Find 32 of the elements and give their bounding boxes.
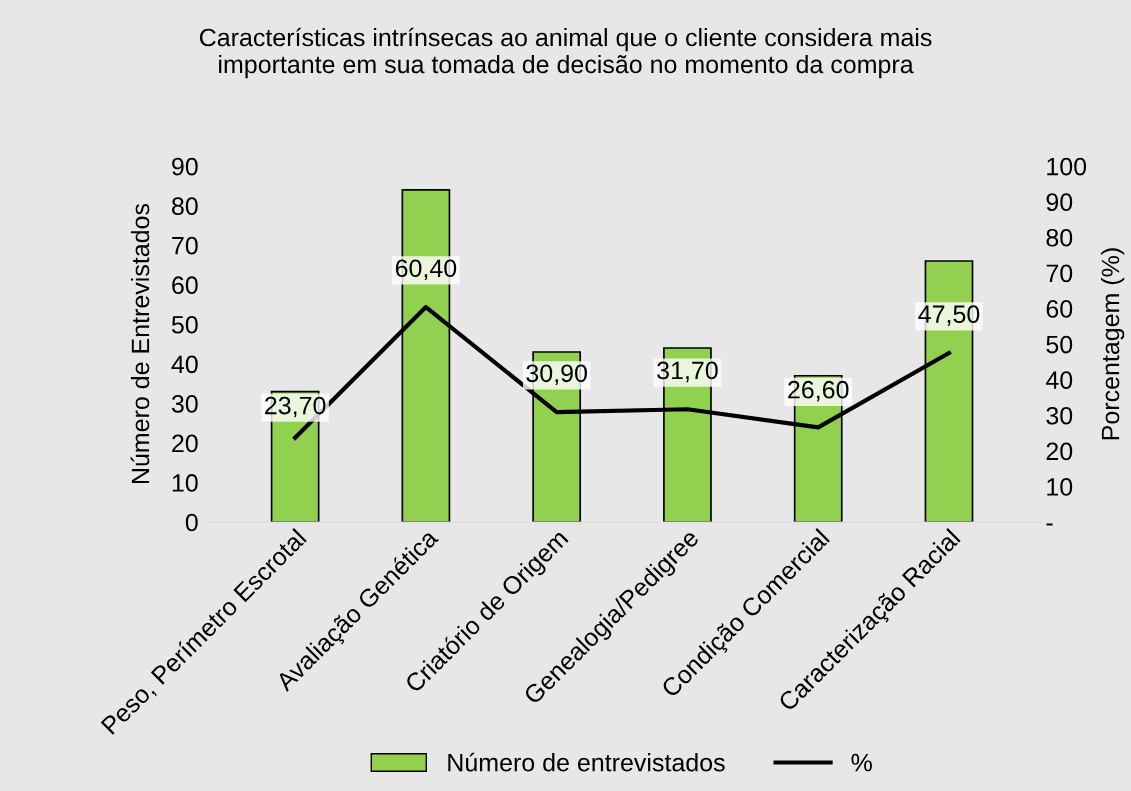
y2-tick-label: 70 [1046, 264, 1073, 283]
y2-tick-label: 60 [1046, 300, 1073, 318]
y-tick-label: 20 [172, 434, 198, 453]
y-axis-title: Número de Entrevistados [130, 203, 150, 484]
y2-tick-label: 40 [1045, 371, 1073, 389]
y-tick-label: 60 [172, 276, 198, 295]
data-label: 30,90 [526, 364, 587, 386]
y-tick-label: 10 [172, 474, 198, 492]
legend-label: % [851, 753, 872, 772]
y-tick-label: 80 [172, 197, 198, 215]
y-tick-label: 70 [172, 236, 198, 255]
y2-tick-label: 10 [1047, 478, 1073, 496]
data-label: 23,70 [265, 396, 326, 418]
y2-tick-label: 80 [1046, 228, 1073, 247]
y2-tick-label: 90 [1046, 193, 1073, 212]
chart-title: Características intrínsecas ao animal que o cliente considera mais importante em sua tomada de decisão no momento da compra [199, 27, 932, 79]
data-label: 60,40 [395, 259, 457, 281]
y2-tick-label: 30 [1046, 406, 1073, 425]
data-label: 26,60 [788, 380, 849, 402]
y2-tick-label: 20 [1046, 442, 1073, 461]
legend-label: Número de entrevistados [448, 752, 725, 772]
y2-axis-title: Porcentagem (%) [1100, 248, 1125, 440]
y-tick-label: 0 [185, 513, 198, 532]
data-label: 47,50 [918, 305, 980, 326]
data-label: 31,70 [657, 361, 718, 383]
y-tick-label: 30 [171, 395, 198, 413]
y2-tick-label: - [1046, 523, 1053, 526]
y-tick-label: 50 [171, 315, 198, 334]
y-tick-label: 40 [171, 355, 198, 374]
y2-tick-label: 50 [1046, 335, 1073, 354]
y-tick-label: 90 [172, 157, 198, 176]
y2-tick-label: 100 [1047, 157, 1087, 176]
